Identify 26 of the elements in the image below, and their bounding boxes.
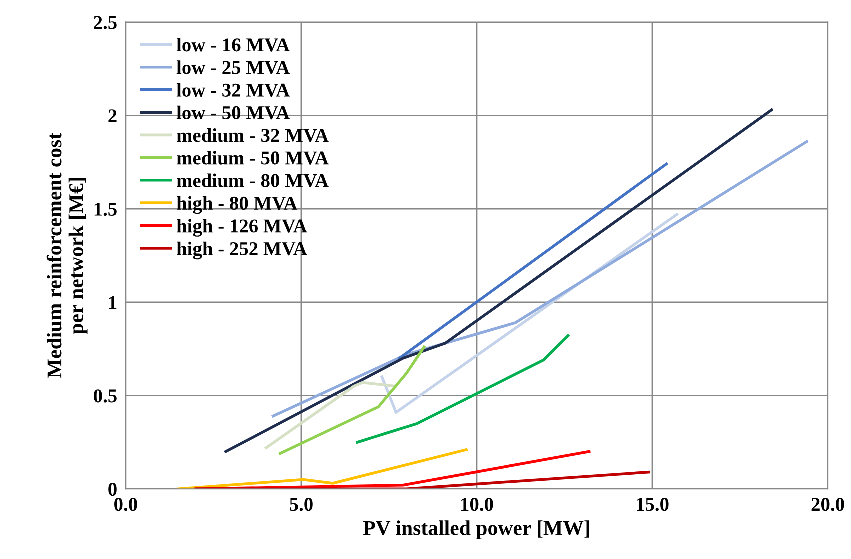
legend-label: high - 80 MVA [176, 196, 298, 214]
y-tick-label: 1.5 [94, 202, 117, 216]
y-tick-label: 0.5 [94, 390, 117, 403]
y-tick-label: 1 [109, 296, 117, 310]
legend-label: low - 50 MVA [176, 106, 290, 120]
x-tick-label: 20.0 [812, 498, 844, 512]
legend-label: low - 25 MVA [176, 60, 290, 74]
y-tick-label: 0 [108, 482, 117, 496]
line-series [279, 346, 426, 456]
x-tick-label: 5.0 [290, 498, 313, 512]
legend-label: medium - 50 MVA [177, 151, 329, 165]
y-tick-label: 2 [108, 110, 117, 122]
y-tick-label: 2.5 [94, 16, 117, 30]
legend-label: medium - 80 MVA [177, 174, 329, 188]
legend-label: low - 32 MVA [176, 83, 290, 98]
x-tick-label: 15.0 [637, 498, 669, 512]
legend-label: high - 126 MVA [176, 219, 308, 237]
legend-label: high - 252 MVA [176, 242, 308, 260]
y-axis-title: Medium reinforcement cost per network [M€] [46, 132, 88, 378]
legend-label: medium - 32 MVA [177, 128, 329, 142]
x-tick-label: 10.0 [462, 498, 494, 512]
legend-label: low - 16 MVA [176, 38, 290, 52]
x-tick-label: 0.0 [114, 498, 138, 512]
line-series [177, 448, 468, 490]
line-series [356, 334, 570, 444]
x-axis-title: PV installed power [MW] [363, 520, 590, 540]
